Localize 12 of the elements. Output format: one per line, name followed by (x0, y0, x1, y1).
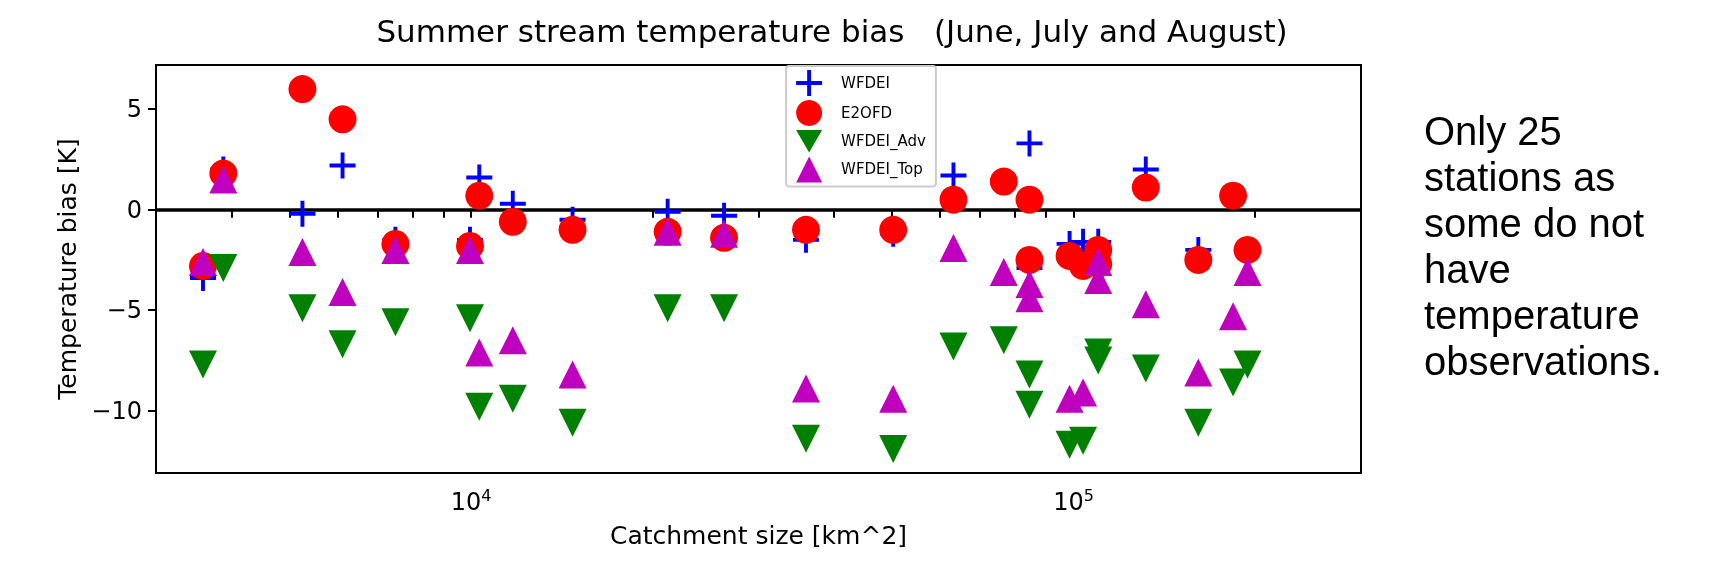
y-axis-title: Temperature bias [K] (53, 138, 83, 401)
legend-label: WFDEI_Adv (841, 132, 927, 152)
x-axis-title: Catchment size [km^2] (609, 521, 908, 550)
y-tick-label: 0 (126, 195, 142, 224)
legend-label: E2OFD (841, 104, 893, 122)
y-tick-label: −5 (106, 296, 142, 325)
chart-title: Summer stream temperature bias (June, July and August) (376, 12, 1288, 49)
legend-label: WFDEI (841, 74, 891, 92)
text: Only 25 stations as some do not have temperature observations. (1424, 108, 1663, 384)
y-tick-label: 5 (126, 95, 142, 124)
legend-label: WFDEI_Top (841, 160, 923, 180)
y-tick-label: −10 (91, 396, 142, 425)
